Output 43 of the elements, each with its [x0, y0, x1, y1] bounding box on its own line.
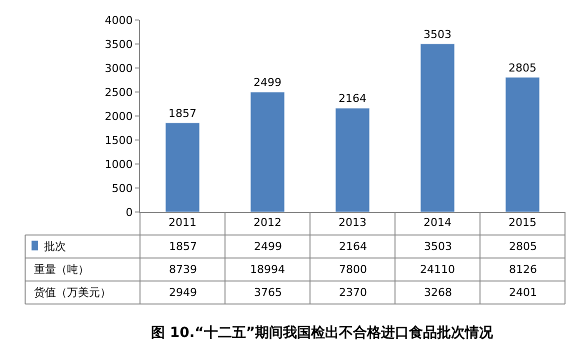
y-tick-label: 2000: [104, 110, 133, 123]
data-label: 2164: [338, 92, 366, 106]
bar: [335, 108, 370, 212]
text: 2949: [169, 286, 197, 299]
text: 2370: [339, 286, 367, 299]
text: 8739: [169, 263, 197, 276]
text: 3503: [424, 240, 452, 253]
y-tick-label: 0: [126, 206, 133, 219]
text: 24110: [420, 263, 455, 276]
text: 18994: [250, 263, 285, 276]
y-tick-label: 500: [112, 182, 133, 195]
y-tick-label: 3000: [104, 62, 133, 75]
text: 7800: [339, 263, 367, 276]
y-tick-label: 4000: [104, 14, 133, 27]
y-tick-label: 1500: [104, 134, 133, 147]
x-tick-label: 2012: [254, 216, 282, 230]
text: 2401: [509, 286, 537, 299]
text: 8126: [509, 263, 537, 276]
text: 货值（万美元）: [34, 286, 111, 299]
text: 3765: [254, 286, 282, 299]
text: 2499: [254, 240, 282, 253]
bar: [420, 44, 455, 212]
data-label: 1857: [168, 106, 196, 120]
y-tick-label: 3500: [104, 38, 133, 51]
text: 重量（吨）: [34, 263, 89, 276]
y-tick-label: 2500: [104, 86, 133, 99]
bar: [505, 77, 540, 212]
text: 图 10.“十二五”期间我国检出不合格进口食品批次情况: [151, 325, 494, 341]
text: 2805: [509, 240, 537, 253]
x-tick-label: 2014: [424, 216, 452, 230]
x-tick-label: 2011: [168, 216, 196, 230]
legend-label: 批次: [44, 240, 66, 253]
data-label: 2805: [508, 61, 536, 74]
y-tick-label: 1000: [104, 158, 133, 171]
text: 2164: [339, 240, 367, 253]
x-tick-label: 2015: [508, 216, 536, 230]
bar: [250, 92, 285, 212]
text: 3268: [424, 286, 452, 299]
data-label: 3503: [424, 28, 452, 41]
bar: [165, 122, 200, 212]
x-tick-label: 2013: [338, 216, 366, 230]
data-label: 2499: [254, 76, 282, 90]
text: 1857: [169, 240, 197, 253]
